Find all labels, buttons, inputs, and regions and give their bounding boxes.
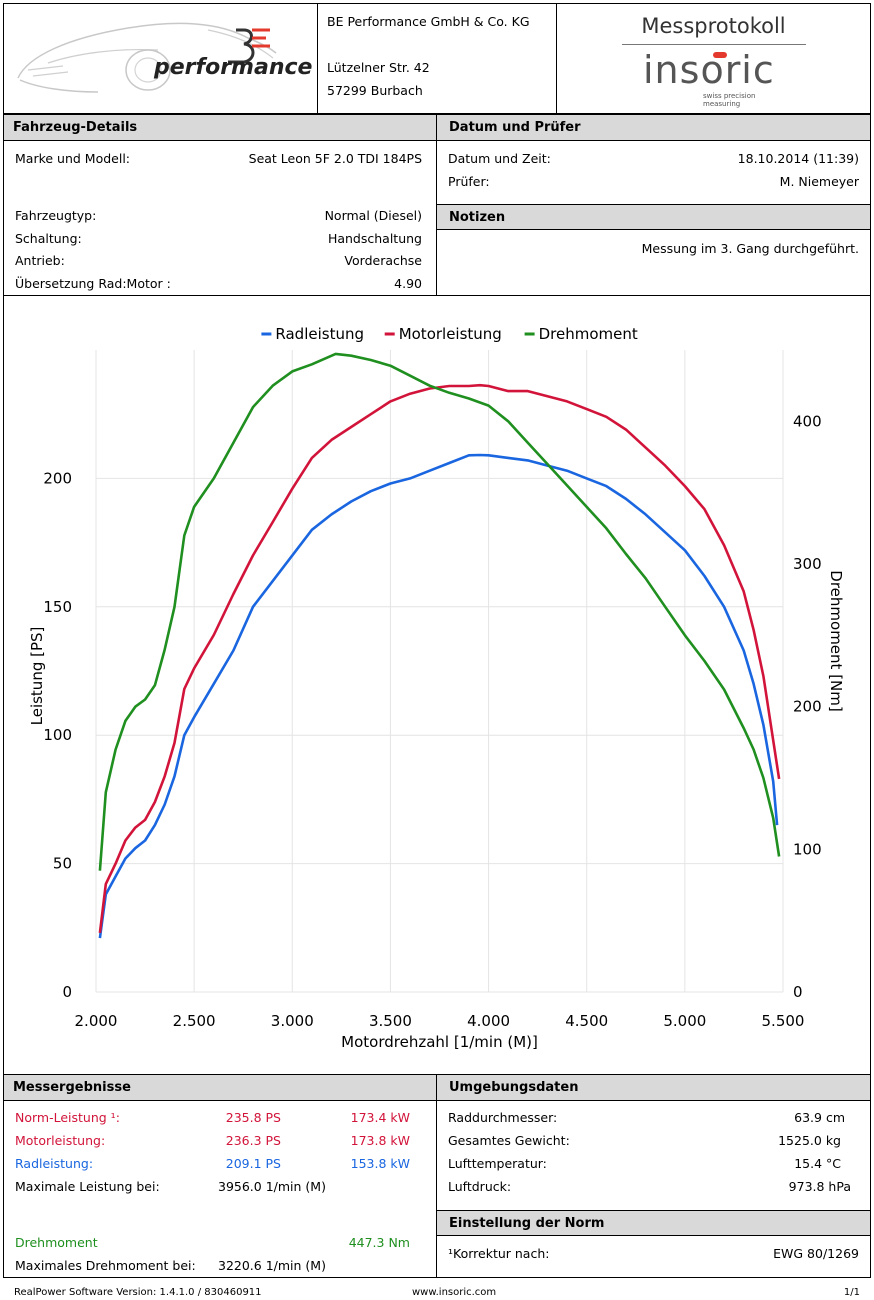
insoric-logo: insoric swiss precision measuring bbox=[643, 48, 793, 108]
y2-tick-label: 400 bbox=[793, 412, 822, 430]
insoric-wordmark: insoric bbox=[643, 48, 775, 92]
vehicle-details-title: Fahrzeug-Details bbox=[4, 115, 436, 141]
date-tester-title: Datum und Prüfer bbox=[437, 115, 870, 141]
vehicle-row-value: Handschaltung bbox=[327, 231, 422, 246]
results-title: Messergebnisse bbox=[4, 1075, 436, 1101]
env-row-label: Luftdruck: bbox=[448, 1179, 512, 1194]
motor-power-ps: 236.3 PS bbox=[225, 1133, 281, 1148]
y-tick-label: 150 bbox=[43, 598, 72, 616]
vehicle-row-label: Marke und Modell: bbox=[15, 151, 131, 166]
max-torque-rpm: 3220.6 1/min (M) bbox=[218, 1258, 326, 1273]
env-row-label: Gesamtes Gewicht: bbox=[448, 1133, 570, 1148]
series-line-motorleistung bbox=[98, 383, 781, 934]
x-tick-label: 4.500 bbox=[565, 1012, 608, 1030]
x-tick-label: 2.000 bbox=[75, 1012, 118, 1030]
norm-power-ps: 235.8 PS bbox=[225, 1110, 281, 1125]
series-line-radleistung bbox=[98, 453, 779, 939]
legend-entry: Motorleistung bbox=[399, 325, 502, 343]
wheel-power-label: Radleistung: bbox=[15, 1156, 94, 1171]
insoric-tagline: swiss precision measuring bbox=[703, 92, 756, 108]
max-power-label: Maximale Leistung bei: bbox=[15, 1179, 160, 1194]
header-frame bbox=[3, 3, 871, 114]
insoric-accent-icon bbox=[713, 52, 727, 58]
footer-website[interactable]: www.insoric.com bbox=[412, 1287, 497, 1298]
date-row-label: Datum und Zeit: bbox=[448, 151, 551, 166]
series-line-drehmoment bbox=[98, 352, 781, 871]
norm-value: EWG 80/1269 bbox=[773, 1246, 859, 1261]
header-divider-1 bbox=[317, 3, 318, 114]
protocol-title: Messprotokoll bbox=[641, 14, 786, 38]
logo-text: performance bbox=[154, 55, 313, 80]
tester-row-value: M. Niemeyer bbox=[779, 174, 859, 189]
x-tick-label: 3.000 bbox=[271, 1012, 314, 1030]
notes-title: Notizen bbox=[437, 204, 870, 230]
x-axis-label: Motordrehzahl [1/min (M)] bbox=[341, 1033, 538, 1051]
motor-power-label: Motorleistung: bbox=[15, 1133, 106, 1148]
header-divider-2 bbox=[556, 3, 557, 114]
environment-panel bbox=[436, 1074, 871, 1278]
vehicle-details-panel bbox=[3, 114, 437, 296]
y2-tick-label: 200 bbox=[793, 698, 822, 716]
company-name: BE Performance GmbH & Co. KG bbox=[327, 14, 530, 29]
norm-power-kw: 173.4 kW bbox=[350, 1110, 410, 1125]
max-power-rpm: 3956.0 1/min (M) bbox=[218, 1179, 326, 1194]
footer-software-version: RealPower Software Version: 1.4.1.0 / 83… bbox=[14, 1287, 262, 1298]
x-tick-label: 3.500 bbox=[369, 1012, 412, 1030]
norm-title: Einstellung der Norm bbox=[437, 1210, 870, 1236]
company-street: Lützelner Str. 42 bbox=[327, 60, 430, 75]
vehicle-row-value: Vorderachse bbox=[344, 253, 422, 268]
env-row-value: 63.9 cm bbox=[794, 1110, 845, 1125]
power-torque-chart: 2.000 2.500 3.000 3.500 4.000 4.500 5.000 5.500… bbox=[28, 325, 845, 1051]
norm-power-label: Norm-Leistung ¹: bbox=[15, 1110, 120, 1125]
tester-row-label: Prüfer: bbox=[448, 174, 490, 189]
y-tick-label: 0 bbox=[62, 983, 72, 1001]
norm-label: ¹Korrektur nach: bbox=[448, 1246, 550, 1261]
company-city: 57299 Burbach bbox=[327, 83, 423, 98]
wheel-power-ps: 209.1 PS bbox=[225, 1156, 281, 1171]
env-row-value: 973.8 hPa bbox=[788, 1179, 851, 1194]
legend-entry: Drehmoment bbox=[539, 325, 638, 343]
vehicle-row-label: Schaltung: bbox=[15, 231, 82, 246]
legend-entry: Radleistung bbox=[275, 325, 364, 343]
env-row-label: Lufttemperatur: bbox=[448, 1156, 547, 1171]
vehicle-row-label: Fahrzeugtyp: bbox=[15, 208, 97, 223]
footer-page-number: 1/1 bbox=[843, 1287, 860, 1298]
wheel-power-kw: 153.8 kW bbox=[350, 1156, 410, 1171]
env-row-value: 1525.0 kg bbox=[778, 1133, 841, 1148]
torque-label: Drehmoment bbox=[15, 1235, 98, 1250]
environment-title: Umgebungsdaten bbox=[437, 1075, 870, 1101]
y-tick-label: 100 bbox=[43, 726, 72, 744]
y-tick-label: 200 bbox=[43, 469, 72, 487]
y2-tick-label: 300 bbox=[793, 555, 822, 573]
y2-tick-label: 100 bbox=[793, 840, 822, 858]
vehicle-row-label: Antrieb: bbox=[15, 253, 65, 268]
x-tick-label: 5.000 bbox=[663, 1012, 706, 1030]
date-row-value: 18.10.2014 (11:39) bbox=[737, 151, 859, 166]
notes-text: Messung im 3. Gang durchgeführt. bbox=[641, 241, 859, 256]
be-performance-logo: performance bbox=[8, 8, 313, 108]
max-torque-label: Maximales Drehmoment bei: bbox=[15, 1258, 196, 1273]
y2-axis-label: Drehmoment [Nm] bbox=[827, 570, 845, 711]
protocol-underline bbox=[622, 44, 806, 45]
x-tick-label: 4.000 bbox=[467, 1012, 510, 1030]
y-axis-label: Leistung [PS] bbox=[28, 627, 46, 726]
torque-value: 447.3 Nm bbox=[348, 1235, 410, 1250]
vehicle-row-value: Normal (Diesel) bbox=[324, 208, 422, 223]
env-row-value: 15.4 °C bbox=[794, 1156, 841, 1171]
y2-tick-label: 0 bbox=[793, 983, 803, 1001]
vehicle-row-value: 4.90 bbox=[394, 276, 422, 291]
motor-power-kw: 173.8 kW bbox=[350, 1133, 410, 1148]
car-silhouette-icon bbox=[17, 22, 277, 93]
x-tick-label: 5.500 bbox=[762, 1012, 805, 1030]
y-tick-label: 50 bbox=[53, 855, 72, 873]
env-row-label: Raddurchmesser: bbox=[448, 1110, 558, 1125]
vehicle-row-value: Seat Leon 5F 2.0 TDI 184PS bbox=[248, 151, 422, 166]
x-tick-label: 2.500 bbox=[173, 1012, 216, 1030]
vehicle-row-label: Übersetzung Rad:Motor : bbox=[15, 276, 171, 291]
